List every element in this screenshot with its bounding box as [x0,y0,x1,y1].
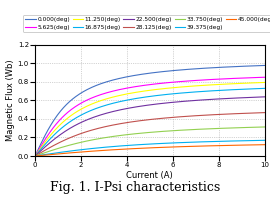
45.000(deg) [241,144,245,146]
39.375(deg) [227,140,230,142]
16.875(deg) [263,87,266,90]
28.125(deg) [263,111,266,114]
16.875(deg) [34,154,38,156]
28.125(deg) [33,155,37,157]
33.750(deg) [34,155,38,157]
39.375(deg) [174,142,177,144]
22.500(deg) [174,101,177,103]
33.750(deg) [33,155,37,157]
5.625(deg) [169,81,173,84]
Line: 33.750(deg): 33.750(deg) [35,127,265,156]
0.000(deg) [174,69,177,72]
5.625(deg) [33,155,37,157]
45.000(deg) [227,144,230,147]
16.875(deg) [170,93,173,95]
39.375(deg) [170,142,173,144]
Text: Fig. 1. I-Psi characteristics: Fig. 1. I-Psi characteristics [50,181,220,194]
16.875(deg) [174,92,177,95]
11.250(deg) [169,87,173,89]
33.750(deg) [170,130,173,132]
5.625(deg) [174,81,177,83]
39.375(deg) [33,155,37,157]
16.875(deg) [169,93,173,95]
0.000(deg) [241,65,245,67]
Line: 11.250(deg): 11.250(deg) [35,82,265,156]
0.000(deg) [33,155,37,157]
45.000(deg) [169,146,173,148]
Line: 45.000(deg): 45.000(deg) [35,145,265,156]
16.875(deg) [33,155,37,157]
0.000(deg) [263,64,266,67]
28.125(deg) [227,113,230,115]
39.375(deg) [169,142,173,144]
11.250(deg) [170,87,173,89]
11.250(deg) [241,82,245,84]
45.000(deg) [34,155,38,157]
Line: 16.875(deg): 16.875(deg) [35,88,265,156]
28.125(deg) [170,116,173,119]
39.375(deg) [263,139,266,142]
Y-axis label: Magnetic Flux (Wb): Magnetic Flux (Wb) [6,59,15,141]
0.000(deg) [170,70,173,72]
Line: 28.125(deg): 28.125(deg) [35,113,265,156]
Line: 39.375(deg): 39.375(deg) [35,140,265,156]
Line: 22.500(deg): 22.500(deg) [35,97,265,156]
11.250(deg) [227,83,230,85]
22.500(deg) [241,97,245,99]
0.000(deg) [34,153,38,156]
45.000(deg) [263,143,266,146]
Line: 5.625(deg): 5.625(deg) [35,77,265,156]
45.000(deg) [174,146,177,148]
11.250(deg) [33,155,37,157]
22.500(deg) [33,155,37,157]
0.000(deg) [169,70,173,72]
28.125(deg) [174,116,177,118]
X-axis label: Current (A): Current (A) [126,171,173,180]
22.500(deg) [34,154,38,156]
33.750(deg) [263,126,266,128]
5.625(deg) [241,77,245,79]
11.250(deg) [34,154,38,156]
22.500(deg) [263,96,266,98]
Legend: 0.000(deg), 5.625(deg), 11.250(deg), 16.875(deg), 22.500(deg), 28.125(deg), 33.7: 0.000(deg), 5.625(deg), 11.250(deg), 16.… [23,15,270,32]
45.000(deg) [170,146,173,148]
22.500(deg) [170,101,173,104]
5.625(deg) [170,81,173,83]
5.625(deg) [34,153,38,156]
11.250(deg) [263,81,266,84]
45.000(deg) [33,155,37,157]
33.750(deg) [169,130,173,132]
22.500(deg) [169,101,173,104]
5.625(deg) [227,77,230,80]
39.375(deg) [34,155,38,157]
28.125(deg) [34,154,38,157]
16.875(deg) [227,89,230,91]
28.125(deg) [241,112,245,115]
33.750(deg) [227,127,230,129]
33.750(deg) [174,129,177,132]
22.500(deg) [227,97,230,100]
0.000(deg) [227,66,230,68]
33.750(deg) [241,126,245,129]
Line: 0.000(deg): 0.000(deg) [35,65,265,156]
16.875(deg) [241,88,245,90]
11.250(deg) [174,86,177,89]
28.125(deg) [169,116,173,119]
5.625(deg) [263,76,266,78]
39.375(deg) [241,140,245,142]
